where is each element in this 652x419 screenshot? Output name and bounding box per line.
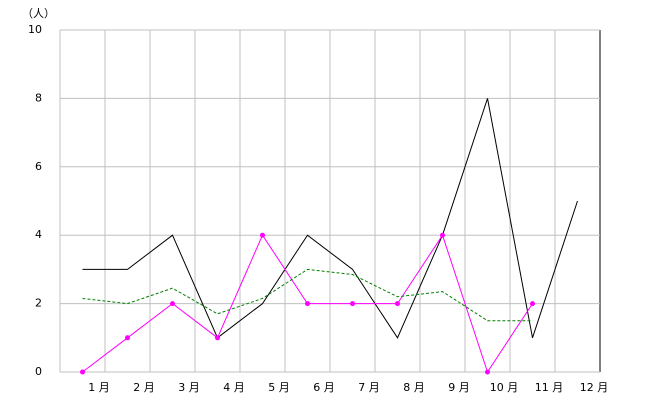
x-tick-label: 8 月: [403, 381, 425, 394]
x-tick-label: 11 月: [535, 381, 564, 394]
y-tick-label: 0: [35, 365, 42, 378]
point: [125, 335, 130, 341]
x-tick-label: 9 月: [448, 381, 470, 394]
point: [170, 301, 175, 307]
point: [215, 335, 220, 341]
x-tick-label: 2 月: [133, 381, 155, 394]
x-tick-label: 7 月: [358, 381, 380, 394]
point: [80, 369, 85, 375]
x-tick-label: 1 月: [88, 381, 110, 394]
point: [395, 301, 400, 307]
point: [440, 232, 445, 238]
x-tick-label: 4 月: [223, 381, 245, 394]
y-tick-label: 2: [35, 297, 42, 310]
y-tick-label: 10: [28, 23, 42, 36]
unit-label: （人）: [22, 7, 55, 20]
x-tick-label: 6 月: [313, 381, 335, 394]
y-tick-label: 4: [35, 228, 42, 241]
x-tick-label: 3 月: [178, 381, 200, 394]
x-tick-label: 5 月: [268, 381, 290, 394]
series-line: [82, 98, 578, 339]
point: [485, 369, 490, 375]
series-line: [82, 268, 533, 322]
y-tick-label: 8: [35, 91, 42, 104]
x-tick-label: 10 月: [490, 381, 519, 394]
point: [260, 232, 265, 238]
y-tick-label: 6: [35, 160, 42, 173]
x-tick-label: 12 月: [580, 381, 609, 394]
point: [350, 301, 355, 307]
point: [530, 301, 535, 307]
point: [305, 301, 310, 307]
